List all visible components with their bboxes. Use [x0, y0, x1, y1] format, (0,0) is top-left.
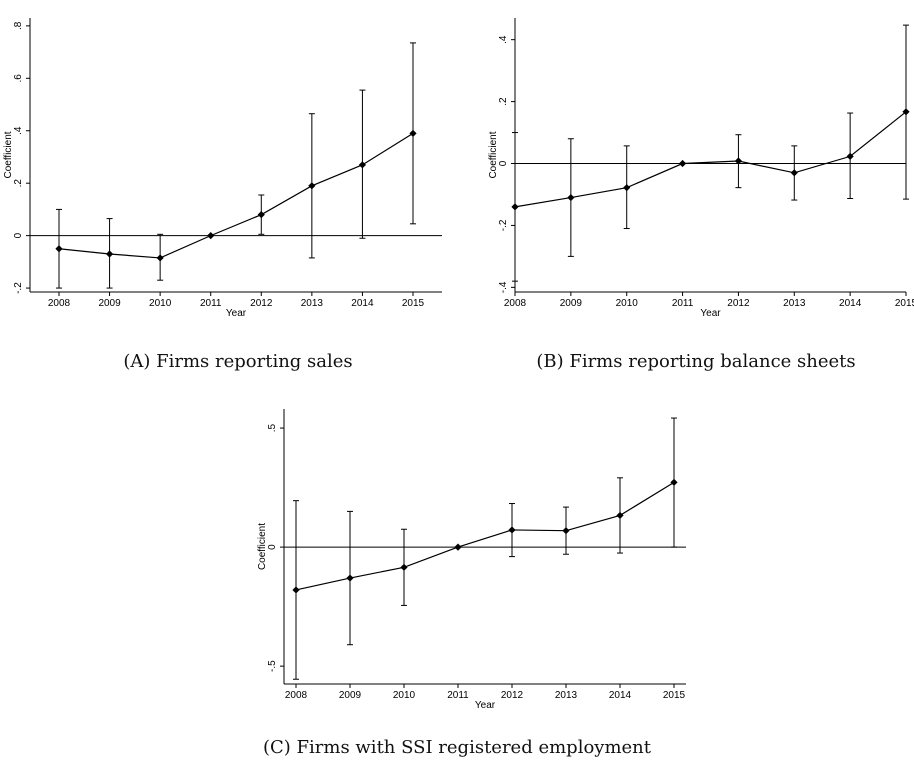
data-point-marker — [55, 245, 63, 253]
caption-panel-b: (B) Firms reporting balance sheets — [536, 351, 856, 372]
data-point-marker — [508, 526, 516, 534]
y-tick-label: 0 — [267, 544, 278, 550]
x-tick-label: 2014 — [351, 298, 374, 309]
x-axis-title: Year — [475, 700, 496, 711]
chart-firms-reporting-balance-sheets: -.4 -.2 0 .2 .4 2008 2009 2010 2011 2012 2013 2014 2… — [488, 18, 914, 319]
x-tick-label: 2008 — [285, 690, 308, 701]
x-axis-title: Year — [700, 308, 721, 319]
y-axis-title: Coefficient — [3, 131, 14, 178]
x-tick-label: 2011 — [447, 690, 469, 701]
data-point-marker — [790, 169, 798, 177]
data-point-marker — [358, 161, 367, 169]
x-axis-title: Year — [226, 308, 247, 319]
data-point-marker — [346, 574, 354, 582]
y-tick-label: -.2 — [13, 282, 24, 294]
x-tick-label: 2009 — [560, 298, 583, 309]
data-point-marker — [562, 527, 570, 535]
y-tick-label: .8 — [13, 21, 24, 30]
x-tick-label: 2012 — [727, 298, 750, 309]
caption-panel-a: (A) Firms reporting sales — [123, 351, 353, 372]
x-tick-label: 2008 — [504, 298, 527, 309]
y-tick-label: .2 — [13, 179, 24, 188]
x-tick-label: 2009 — [98, 298, 121, 309]
y-axis-title: Coefficient — [488, 131, 499, 178]
data-point-marker — [623, 184, 631, 192]
y-tick-label: 0 — [13, 232, 24, 238]
data-point-marker — [400, 563, 408, 571]
data-point-marker — [734, 157, 743, 165]
x-tick-label: 2012 — [501, 690, 524, 701]
data-point-marker — [454, 543, 462, 551]
y-axis-title: Coefficient — [257, 523, 268, 570]
data-point-marker — [308, 182, 316, 190]
series-line — [295, 481, 675, 591]
chart-firms-reporting-sales: -.2 0 .2 .4 .6 .8 2008 2009 2010 2011 2012 2013 2014… — [3, 18, 442, 319]
x-tick-label: 2008 — [48, 298, 71, 309]
y-tick-label: .4 — [498, 35, 509, 44]
data-point-marker — [567, 193, 575, 202]
panel-firms-reporting-sales: -.2 0 .2 .4 .6 .8 2008 2009 2010 2011 2012 2013 2014… — [0, 0, 457, 330]
x-tick-label: 2015 — [663, 690, 686, 701]
y-tick-label: -.5 — [267, 660, 278, 672]
x-tick-label: 2012 — [250, 298, 273, 309]
data-point-marker — [616, 511, 624, 520]
x-tick-label: 2011 — [672, 298, 694, 309]
y-tick-label: -.2 — [498, 219, 509, 231]
data-point-marker — [156, 254, 164, 262]
x-tick-label: 2014 — [609, 690, 632, 701]
data-point-marker — [670, 478, 678, 486]
data-point-marker — [678, 159, 687, 168]
data-point-marker — [409, 129, 417, 137]
series-line — [514, 111, 907, 208]
panel-firms-reporting-balance-sheets: -.4 -.2 0 .2 .4 2008 2009 2010 2011 2012 2013 2014 2… — [457, 0, 914, 330]
y-tick-label: .4 — [13, 126, 24, 135]
data-point-marker — [511, 203, 519, 211]
data-point-marker — [207, 232, 215, 240]
x-tick-label: 2013 — [301, 298, 324, 309]
y-tick-label: .6 — [13, 74, 24, 83]
x-tick-label: 2010 — [149, 298, 172, 309]
x-tick-label: 2013 — [555, 690, 578, 701]
data-point-marker — [846, 152, 854, 160]
caption-panel-c: (C) Firms with SSI registered employment — [262, 737, 652, 758]
data-point-marker — [257, 211, 265, 219]
x-tick-label: 2013 — [783, 298, 806, 309]
x-tick-label: 2010 — [393, 690, 416, 701]
x-tick-label: 2010 — [616, 298, 639, 309]
x-tick-label: 2009 — [339, 690, 362, 701]
series-line — [58, 132, 414, 259]
x-tick-label: 2015 — [895, 298, 914, 309]
chart-firms-with-ssi-employment: -.5 0 .5 2008 2009 2010 2011 2012 2013 2014 2015 Ye… — [257, 409, 686, 711]
data-point-marker — [105, 250, 114, 258]
panel-firms-with-ssi-employment: -.5 0 .5 2008 2009 2010 2011 2012 2013 2014 2015 Ye… — [230, 395, 700, 725]
data-point-marker — [292, 586, 300, 594]
x-tick-label: 2014 — [839, 298, 862, 309]
data-point-marker — [902, 108, 910, 116]
y-tick-label: .2 — [498, 97, 509, 106]
x-tick-label: 2015 — [402, 298, 425, 309]
x-tick-label: 2011 — [200, 298, 222, 309]
y-tick-label: -.4 — [498, 281, 509, 293]
y-tick-label: .5 — [267, 423, 278, 432]
y-tick-label: 0 — [498, 160, 509, 166]
